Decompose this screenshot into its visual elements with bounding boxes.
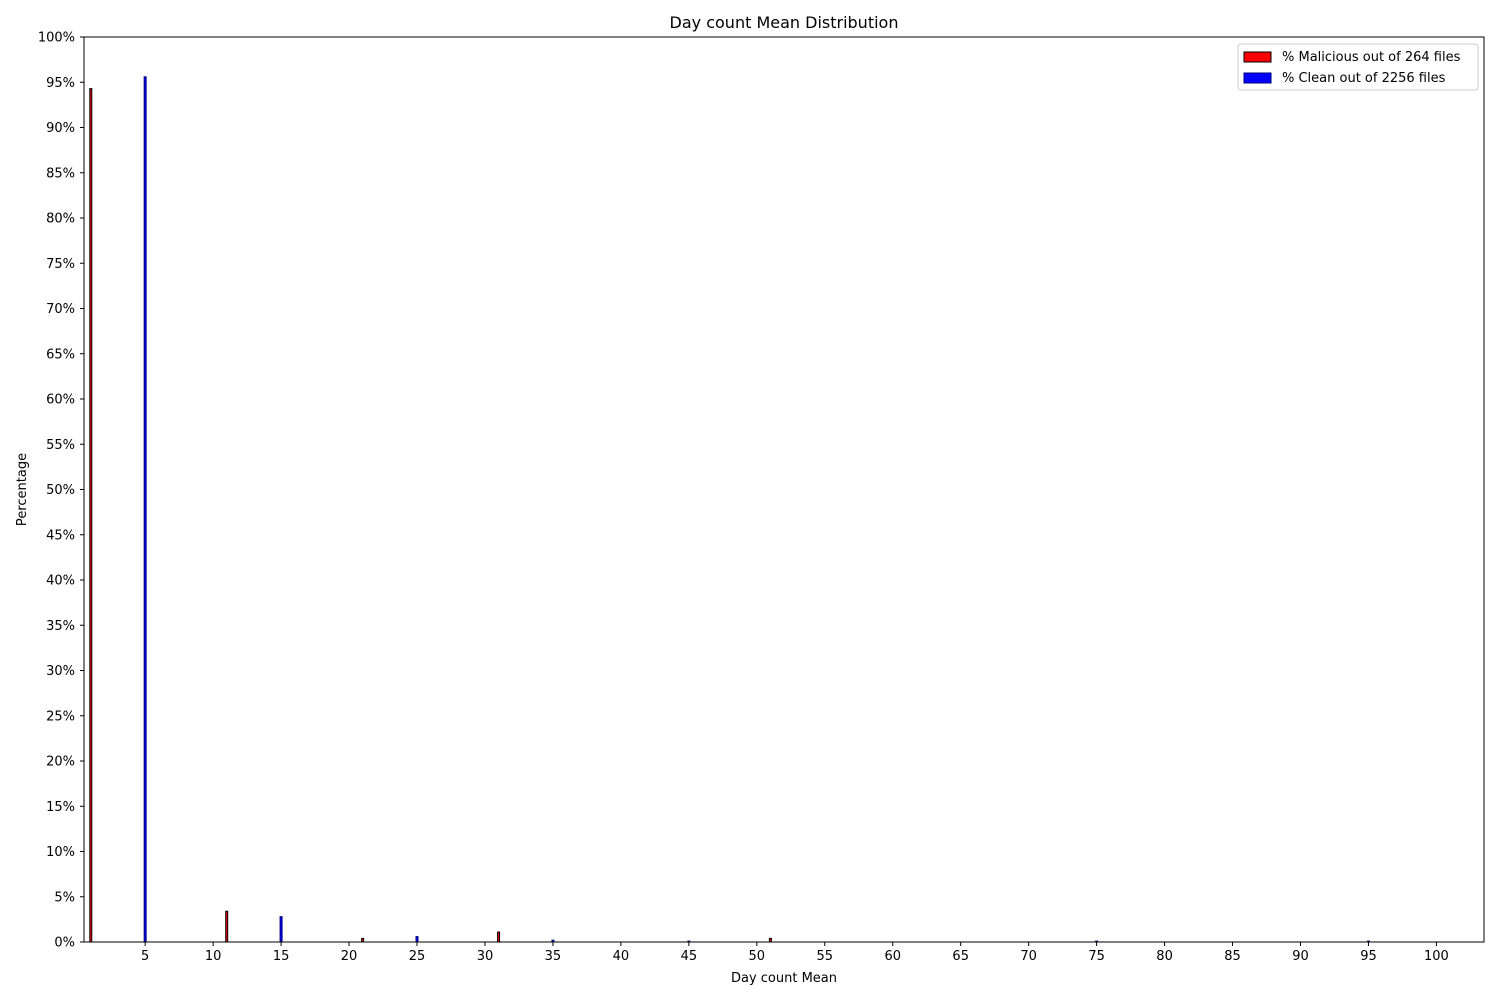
x-tick-label: 55: [817, 949, 834, 964]
legend: % Malicious out of 264 files % Clean out …: [1237, 43, 1479, 91]
bars-layer: [89, 76, 1370, 943]
y-tick-label: 10%: [46, 845, 75, 860]
x-tick-label: 65: [952, 949, 969, 964]
legend-swatch-clean: [1243, 72, 1272, 84]
y-tick-label: 40%: [46, 574, 75, 589]
bar-malicious-11: [225, 910, 229, 943]
x-tick-label: 85: [1224, 949, 1241, 964]
x-tick-label: 50: [749, 949, 766, 964]
y-tick-label: 80%: [46, 212, 75, 227]
x-axis-label: Day count Mean: [731, 971, 837, 986]
y-axis: 0% 5% 10% 15% 20% 25% 30% 35% 40% 45% 50% 55% 60% 65%…: [38, 31, 84, 951]
x-tick-label: 5: [141, 949, 149, 964]
bar-malicious-1: [89, 88, 93, 943]
y-tick-label: 30%: [46, 664, 75, 679]
plot-frame: [83, 36, 1485, 943]
bar-malicious-31: [497, 931, 501, 943]
x-tick-label: 10: [205, 949, 222, 964]
y-tick-label: 85%: [46, 166, 75, 181]
legend-box: [1237, 43, 1479, 91]
y-tick-label: 25%: [46, 709, 75, 724]
x-tick-label: 45: [681, 949, 698, 964]
x-tick-label: 20: [341, 949, 358, 964]
y-tick-label: 55%: [46, 438, 75, 453]
legend-swatch-malicious: [1243, 51, 1272, 63]
y-tick-label: 50%: [46, 483, 75, 498]
y-tick-label: 15%: [46, 800, 75, 815]
y-tick-label: 45%: [46, 528, 75, 543]
bar-clean-25: [415, 936, 419, 943]
x-tick-label: 35: [545, 949, 562, 964]
chart-title: Day count Mean Distribution: [670, 13, 899, 32]
y-tick-label: 100%: [38, 31, 75, 46]
x-tick-label: 60: [884, 949, 901, 964]
bar-malicious-21: [361, 937, 365, 943]
x-tick-label: 40: [613, 949, 630, 964]
bar-malicious-51: [768, 937, 772, 943]
y-tick-label: 5%: [54, 890, 75, 905]
x-tick-label: 30: [477, 949, 494, 964]
y-tick-label: 90%: [46, 121, 75, 136]
x-tick-label: 80: [1156, 949, 1173, 964]
x-tick-label: 70: [1020, 949, 1037, 964]
x-axis: 5 10 15 20 25 30 35 40 45 50 55 60 65 70 75 80 85 90 95 100: [141, 942, 1449, 964]
legend-label-clean: % Clean out of 2256 files: [1282, 71, 1446, 86]
x-tick-label: 75: [1088, 949, 1105, 964]
y-tick-label: 95%: [46, 76, 75, 91]
y-tick-label: 70%: [46, 302, 75, 317]
x-tick-label: 25: [409, 949, 426, 964]
legend-label-malicious: % Malicious out of 264 files: [1282, 50, 1461, 65]
x-tick-label: 95: [1360, 949, 1377, 964]
y-tick-label: 75%: [46, 257, 75, 272]
y-axis-label: Percentage: [15, 453, 30, 526]
x-tick-label: 90: [1292, 949, 1309, 964]
y-tick-label: 35%: [46, 619, 75, 634]
bar-clean-15: [279, 916, 283, 943]
bar-clean-5: [143, 76, 147, 943]
y-tick-label: 65%: [46, 347, 75, 362]
x-tick-label: 15: [273, 949, 290, 964]
x-tick-label: 100: [1424, 949, 1449, 964]
y-tick-label: 20%: [46, 755, 75, 770]
y-tick-label: 0%: [54, 936, 75, 951]
y-tick-label: 60%: [46, 393, 75, 408]
